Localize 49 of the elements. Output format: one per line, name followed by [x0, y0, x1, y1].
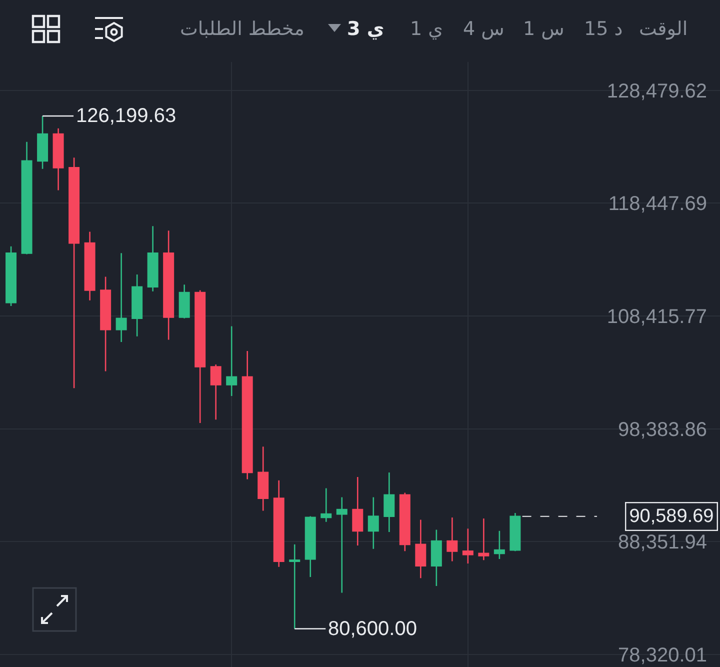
candlestick — [430, 529, 442, 587]
candlestick — [368, 496, 379, 550]
text: 1 ي — [410, 18, 444, 40]
candlestick — [494, 530, 505, 560]
candlestick — [478, 518, 490, 561]
candlestick — [147, 226, 158, 292]
candlestick — [258, 446, 269, 512]
text: 15 د — [584, 18, 623, 40]
text: 4 س — [463, 18, 504, 40]
candlestick — [132, 274, 143, 338]
candlestick — [446, 516, 458, 562]
candlestick — [178, 284, 190, 320]
candlestick — [510, 512, 521, 552]
y-tick-label: 88,351.94 — [618, 532, 707, 554]
candlestick — [384, 472, 395, 533]
candlestick — [68, 156, 80, 389]
y-tick-label: 118,447.69 — [608, 193, 707, 216]
candlestick — [289, 544, 300, 630]
candlestick — [116, 252, 127, 343]
text: 90,589.69 — [629, 506, 714, 528]
text: الوقت — [639, 18, 688, 40]
annotation: 126,199.63 — [76, 105, 176, 127]
y-tick-label: 128,479.62 — [606, 80, 707, 102]
candlestick — [242, 350, 253, 480]
candlestick — [194, 290, 206, 424]
annotation: 80,600.00 — [328, 618, 417, 640]
candlestick — [304, 516, 316, 578]
candlestick — [352, 476, 364, 546]
text: 1 س — [523, 18, 564, 40]
candlestick — [52, 128, 64, 191]
candlestick — [210, 364, 222, 420]
candlestick — [84, 231, 96, 302]
candlestick — [399, 492, 410, 552]
candlestick — [415, 519, 426, 579]
candlestick — [226, 326, 238, 397]
candlestick — [21, 141, 32, 255]
candlestick — [163, 230, 174, 340]
candlestick — [336, 496, 348, 594]
y-tick-label: 78,320.01 — [618, 644, 707, 666]
y-tick-label: 108,415.77 — [606, 306, 707, 328]
candlestick — [37, 115, 48, 170]
candlestick — [273, 480, 284, 568]
candlestick — [6, 246, 17, 307]
candlestick — [320, 488, 332, 523]
text: مخطط الطلبات — [180, 18, 304, 40]
y-tick-label: 98,383.86 — [618, 418, 707, 441]
text: 3 ي — [347, 18, 384, 40]
candlestick — [100, 276, 112, 372]
candlestick — [462, 528, 474, 564]
